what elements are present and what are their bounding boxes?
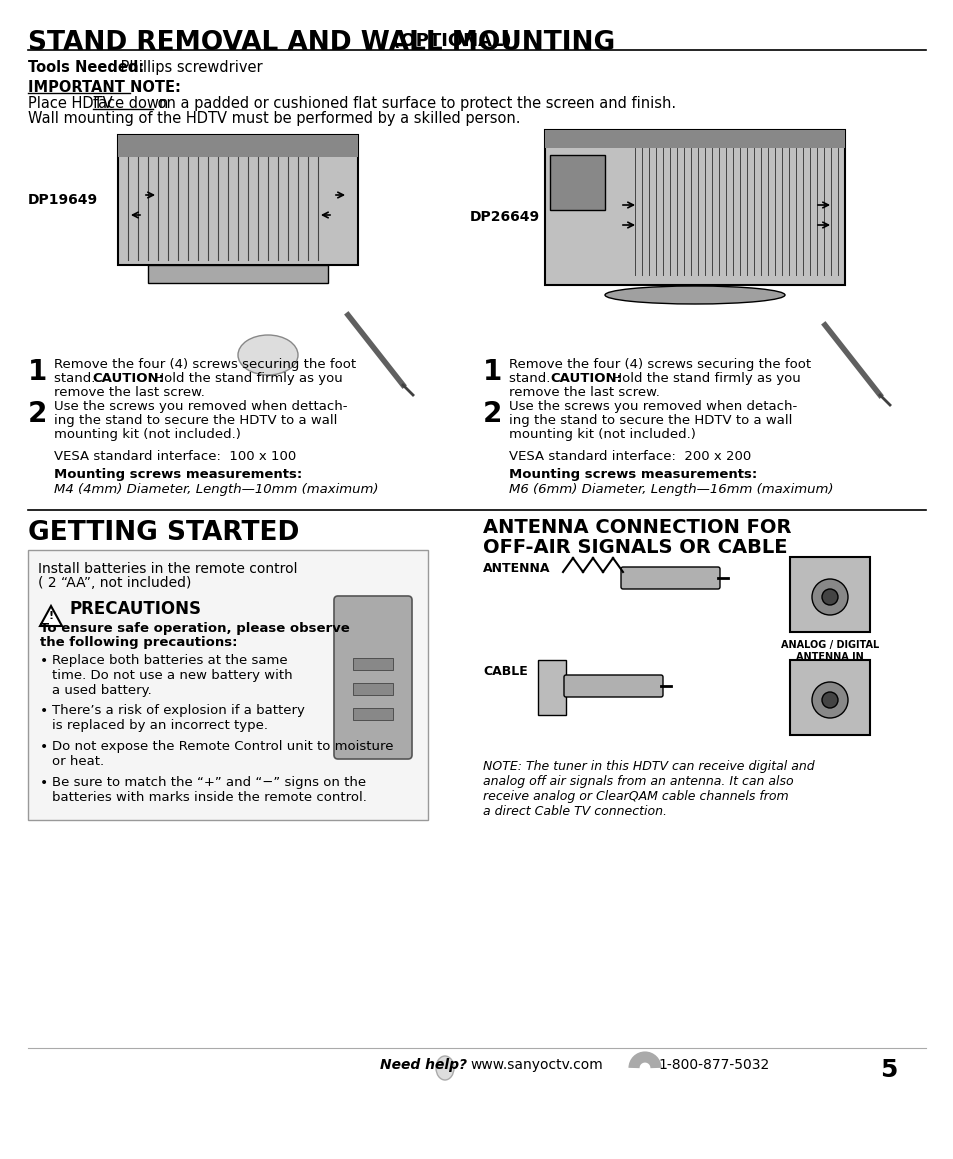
FancyBboxPatch shape [563, 675, 662, 697]
Text: Hold the stand firmly as you: Hold the stand firmly as you [607, 372, 800, 385]
Text: Wall mounting of the HDTV must be performed by a skilled person.: Wall mounting of the HDTV must be perfor… [28, 111, 520, 126]
Text: Be sure to match the “+” and “−” signs on the
batteries with marks inside the re: Be sure to match the “+” and “−” signs o… [52, 777, 367, 804]
Text: Need help?: Need help? [379, 1058, 467, 1072]
Text: remove the last screw.: remove the last screw. [509, 386, 659, 399]
Text: OFF-AIR SIGNALS OR CABLE: OFF-AIR SIGNALS OR CABLE [482, 538, 786, 557]
Text: Tools Needed:: Tools Needed: [28, 60, 144, 75]
Bar [544, 130, 844, 148]
Text: 1: 1 [482, 358, 501, 386]
Text: IMPORTANT NOTE:: IMPORTANT NOTE: [28, 80, 181, 95]
Text: ANTENNA: ANTENNA [482, 562, 550, 575]
Text: DP26649: DP26649 [470, 210, 539, 224]
Text: NOTE: The tuner in this HDTV can receive digital and
analog off air signals from: NOTE: The tuner in this HDTV can receive… [482, 760, 814, 818]
Text: Hold the stand firmly as you: Hold the stand firmly as you [150, 372, 342, 385]
Bar [118, 134, 357, 265]
Bar [353, 708, 393, 720]
Text: face down: face down [92, 96, 168, 111]
Text: Use the screws you removed when detach-: Use the screws you removed when detach- [509, 400, 797, 413]
Circle shape [811, 681, 847, 717]
Text: •: • [40, 654, 49, 668]
Text: PRECAUTIONS: PRECAUTIONS [70, 600, 202, 618]
Text: GETTING STARTED: GETTING STARTED [28, 520, 299, 546]
Text: mounting kit (not included.): mounting kit (not included.) [54, 428, 240, 442]
Text: VESA standard interface:  100 x 100: VESA standard interface: 100 x 100 [54, 450, 296, 462]
Text: Mounting screws measurements:: Mounting screws measurements: [509, 468, 757, 481]
Text: CAUTION:: CAUTION: [91, 372, 164, 385]
Text: Place HDTV: Place HDTV [28, 96, 117, 111]
Text: www.sanyoctv.com: www.sanyoctv.com [470, 1058, 602, 1072]
Bar [544, 130, 844, 285]
Text: There’s a risk of explosion if a battery
is replaced by an incorrect type.: There’s a risk of explosion if a battery… [52, 704, 305, 732]
Text: Mounting screws measurements:: Mounting screws measurements: [54, 468, 302, 481]
Text: Remove the four (4) screws securing the foot: Remove the four (4) screws securing the … [54, 358, 355, 371]
Text: CAUTION:: CAUTION: [550, 372, 621, 385]
Text: M4 (4mm) Diameter, Length—10mm (maximum): M4 (4mm) Diameter, Length—10mm (maximum) [54, 483, 378, 496]
Text: CABLE: CABLE [482, 665, 527, 678]
Bar [28, 551, 428, 821]
Circle shape [811, 580, 847, 615]
Text: on a padded or cushioned flat surface to protect the screen and finish.: on a padded or cushioned flat surface to… [152, 96, 676, 111]
Text: !: ! [49, 611, 53, 621]
Bar [537, 659, 565, 715]
Ellipse shape [436, 1056, 454, 1080]
Circle shape [821, 589, 837, 605]
Text: VESA standard interface:  200 x 200: VESA standard interface: 200 x 200 [509, 450, 750, 462]
FancyBboxPatch shape [334, 596, 412, 759]
Text: Phillips screwdriver: Phillips screwdriver [116, 60, 262, 75]
Bar [550, 155, 604, 210]
Text: To ensure safe operation, please observe: To ensure safe operation, please observe [40, 622, 350, 635]
Bar [789, 557, 869, 632]
Text: mounting kit (not included.): mounting kit (not included.) [509, 428, 695, 442]
Text: •: • [40, 777, 49, 790]
Text: Use the screws you removed when dettach-: Use the screws you removed when dettach- [54, 400, 347, 413]
Bar [353, 683, 393, 695]
Bar [148, 265, 328, 283]
Text: ANTENNA CONNECTION FOR: ANTENNA CONNECTION FOR [482, 518, 791, 537]
Bar [353, 658, 393, 670]
Polygon shape [40, 606, 62, 626]
Text: ANALOG / DIGITAL
ANTENNA IN: ANALOG / DIGITAL ANTENNA IN [781, 640, 879, 662]
Text: 1-800-877-5032: 1-800-877-5032 [658, 1058, 768, 1072]
Text: Install batteries in the remote control: Install batteries in the remote control [38, 562, 297, 576]
Text: Do not expose the Remote Control unit to moisture
or heat.: Do not expose the Remote Control unit to… [52, 739, 393, 768]
Text: •: • [40, 739, 49, 755]
Ellipse shape [604, 286, 784, 304]
Text: ing the stand to secure the HDTV to a wall: ing the stand to secure the HDTV to a wa… [54, 414, 337, 427]
Text: M6 (6mm) Diameter, Length—16mm (maximum): M6 (6mm) Diameter, Length—16mm (maximum) [509, 483, 833, 496]
Text: Remove the four (4) screws securing the foot: Remove the four (4) screws securing the … [509, 358, 810, 371]
Bar [118, 134, 357, 156]
Text: ing the stand to secure the HDTV to a wall: ing the stand to secure the HDTV to a wa… [509, 414, 792, 427]
Text: (OPTIONAL): (OPTIONAL) [386, 32, 511, 50]
Text: the following precautions:: the following precautions: [40, 636, 237, 649]
Text: stand.: stand. [54, 372, 99, 385]
Text: ( 2 “AA”, not included): ( 2 “AA”, not included) [38, 576, 192, 590]
Ellipse shape [237, 335, 297, 376]
Text: 5: 5 [879, 1058, 897, 1083]
Text: 2: 2 [28, 400, 48, 428]
Text: remove the last screw.: remove the last screw. [54, 386, 205, 399]
FancyBboxPatch shape [620, 567, 720, 589]
Text: STAND REMOVAL AND WALL MOUNTING: STAND REMOVAL AND WALL MOUNTING [28, 30, 615, 56]
Text: 2: 2 [482, 400, 502, 428]
Text: •: • [40, 704, 49, 717]
Text: DP19649: DP19649 [28, 194, 98, 207]
Text: Replace both batteries at the same
time. Do not use a new battery with
a used ba: Replace both batteries at the same time.… [52, 654, 293, 697]
Text: stand.: stand. [509, 372, 558, 385]
Bar [789, 659, 869, 735]
Circle shape [821, 692, 837, 708]
Text: 1: 1 [28, 358, 48, 386]
